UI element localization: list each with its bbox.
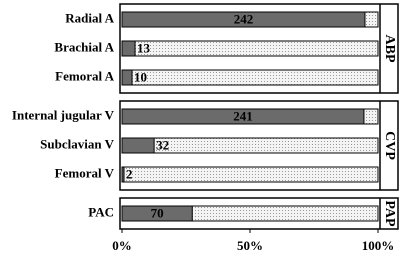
x-tick-label: 0%	[112, 238, 132, 253]
x-tick-label: 50%	[237, 238, 263, 253]
bar	[121, 166, 125, 183]
bar-track	[121, 69, 379, 86]
bar	[121, 137, 155, 154]
y-tick-label: Femoral A	[55, 68, 114, 83]
x-tick-label: 100%	[362, 238, 395, 253]
value-label: 241	[233, 108, 253, 123]
panel-frame	[119, 100, 399, 191]
panel-label: CVP	[382, 131, 397, 160]
panel-label: ABP	[382, 35, 397, 63]
value-label: 10	[134, 69, 147, 84]
bar	[121, 205, 193, 222]
value-label: 2	[126, 166, 133, 181]
y-tick-label: Brachial A	[54, 39, 114, 54]
value-label: 70	[151, 205, 164, 220]
panel-frame	[119, 197, 399, 230]
y-tick-label: PAC	[88, 204, 114, 219]
y-tick-label: Femoral V	[55, 165, 115, 180]
bar-track	[121, 40, 379, 57]
panel-frame	[119, 3, 399, 94]
y-tick-label: Radial A	[65, 10, 114, 25]
bar-track	[121, 166, 379, 183]
bar	[121, 11, 366, 28]
value-label: 242	[234, 11, 254, 26]
bar	[121, 40, 136, 57]
value-label: 13	[137, 40, 151, 55]
y-tick-label: Internal jugular V	[12, 107, 115, 122]
value-label: 32	[156, 137, 169, 152]
bar	[121, 69, 133, 86]
y-tick-label: Subclavian V	[40, 136, 114, 151]
panel-label: PAP	[382, 200, 397, 227]
bar	[121, 108, 365, 125]
